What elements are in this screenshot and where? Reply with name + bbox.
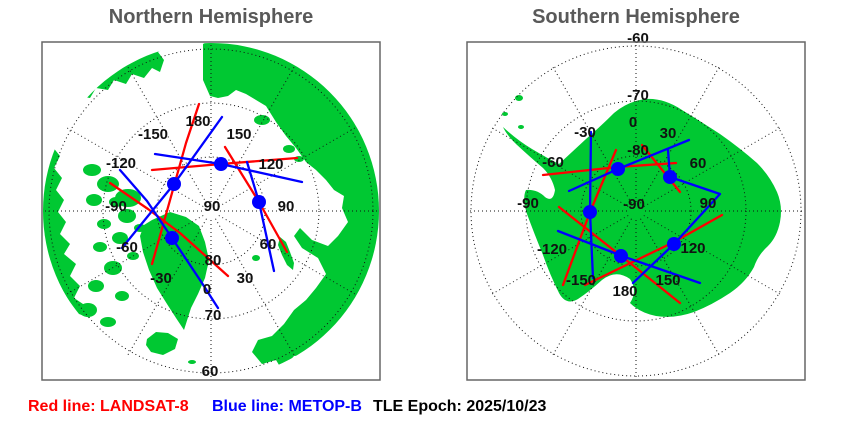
graticule-label: -70 — [627, 87, 649, 104]
land-island — [86, 194, 102, 206]
landsat8-track — [150, 102, 201, 266]
landsat8-track — [108, 181, 230, 278]
metopb-track — [245, 160, 276, 273]
graticule-label: 30 — [237, 270, 254, 287]
land-island — [112, 232, 128, 244]
graticule-label: -120 — [106, 155, 136, 172]
land-region — [203, 43, 379, 370]
satellite-position-dot — [667, 237, 681, 251]
land-island — [97, 219, 111, 229]
graticule-label: 60 — [690, 155, 707, 172]
graticule-label: 180 — [185, 113, 210, 130]
land-island — [79, 303, 97, 317]
north-map-title: Northern Hemisphere — [108, 6, 314, 28]
land-island — [518, 125, 524, 129]
north-land-group — [43, 43, 379, 370]
satellite-position-dot — [167, 177, 181, 191]
map-north: 180 -150 150 -120 120 -90 90 90 -60 60 -30 30 0 80 70 6… — [41, 41, 381, 381]
graticule-label: -60 — [627, 30, 649, 47]
graticule-label: 80 — [205, 252, 222, 269]
south-map-title: Southern Hemisphere — [532, 6, 740, 28]
graticule-label: 90 — [204, 198, 221, 215]
south-graticule — [470, 45, 802, 377]
graticule-label: -120 — [537, 241, 567, 258]
satellite-position-dot — [611, 162, 625, 176]
latitude-circle — [102, 102, 320, 320]
graticule-label: 150 — [226, 126, 251, 143]
land-island — [515, 95, 523, 101]
land-island — [83, 164, 101, 176]
graticule-label: 90 — [278, 198, 295, 215]
land-region — [146, 332, 178, 355]
graticule-label: -90 — [105, 198, 127, 215]
graticule-label: -90 — [623, 196, 645, 213]
metopb-track — [631, 148, 722, 285]
graticule-label: -150 — [138, 126, 168, 143]
north-map-frame — [41, 41, 381, 381]
land-island — [118, 209, 136, 223]
legend-landsat8: Red line: LANDSAT-8 — [28, 398, 189, 415]
land-island — [88, 280, 104, 292]
satellite-position-dot — [614, 249, 628, 263]
landsat8-track — [557, 205, 682, 305]
land-island — [115, 189, 141, 207]
satellite-position-dot — [663, 170, 677, 184]
graticule-label: 120 — [258, 156, 283, 173]
land-island — [100, 317, 116, 327]
graticule-label: 0 — [629, 114, 637, 131]
graticule-label: -30 — [150, 270, 172, 287]
graticule-label: 60 — [202, 363, 219, 380]
graticule-label: 70 — [205, 307, 222, 324]
graticule-label: 60 — [260, 236, 277, 253]
land-island — [115, 291, 129, 301]
graticule-label: 90 — [700, 195, 717, 212]
graticule-label: 180 — [612, 283, 637, 300]
land-island — [487, 80, 493, 84]
south-map-frame — [466, 41, 806, 381]
graticule-label: -80 — [627, 142, 649, 159]
legend-tle-epoch: TLE Epoch: 2025/10/23 — [373, 398, 547, 415]
land-island — [188, 360, 196, 364]
land-island — [283, 145, 295, 153]
graticule-label: 150 — [655, 272, 680, 289]
land-island — [254, 115, 270, 125]
graticule-label: -30 — [574, 124, 596, 141]
graticule-label: -60 — [116, 239, 138, 256]
land-island — [143, 242, 153, 250]
satellite-position-dot — [214, 157, 228, 171]
graticule-label: -150 — [566, 272, 596, 289]
latitude-circle — [580, 155, 692, 267]
land-island — [252, 255, 260, 261]
graticule-label: 0 — [203, 281, 211, 298]
legend-metopb: Blue line: METOP-B — [212, 398, 362, 415]
land-island — [502, 112, 508, 116]
landsat8-track — [640, 143, 682, 194]
graticule-label: 30 — [660, 125, 677, 142]
satellite-position-dot — [252, 195, 266, 209]
satellite-position-dot — [583, 205, 597, 219]
land-island — [97, 176, 119, 192]
satellite-position-dot — [165, 231, 179, 245]
graticule-label: -60 — [542, 154, 564, 171]
graticule-label: 120 — [680, 240, 705, 257]
map-south: -60 -70 0 30 -30 -80 60 -60 -90 -90 90 -120 120 -150 1… — [466, 30, 806, 381]
land-island — [93, 242, 107, 252]
graticule-label: -90 — [517, 195, 539, 212]
